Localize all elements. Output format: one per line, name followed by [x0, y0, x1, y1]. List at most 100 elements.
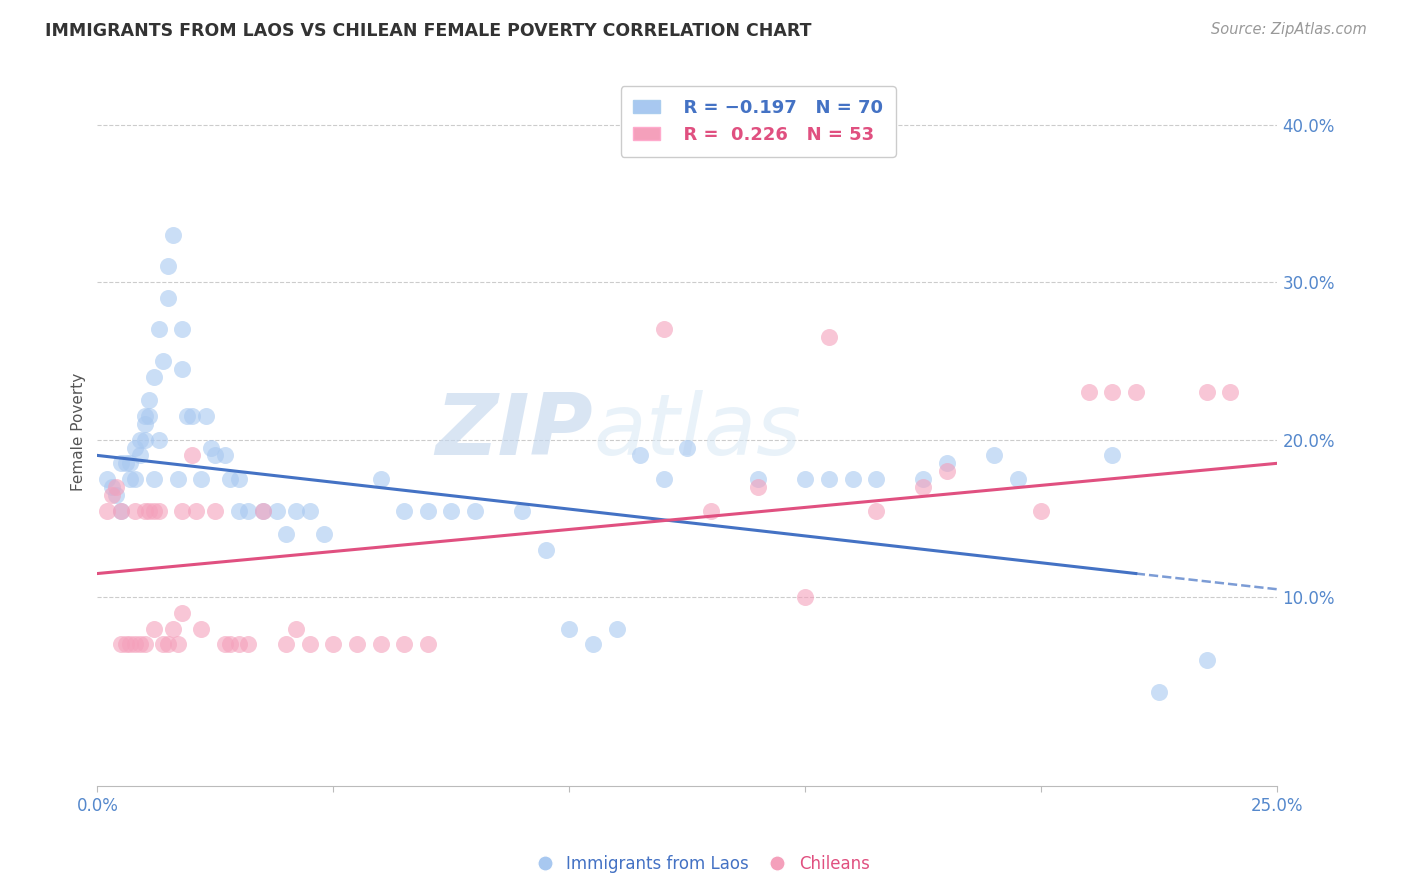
Point [534, 542, 557, 557]
Point [284, 622, 307, 636]
Point [114, 637, 136, 651]
Point [138, 393, 160, 408]
Point [440, 503, 463, 517]
Point [124, 472, 146, 486]
Point [152, 637, 174, 651]
Point [416, 637, 439, 651]
Point [238, 637, 260, 651]
Point [120, 637, 142, 651]
Point [558, 622, 581, 636]
Point [124, 637, 146, 651]
Point [180, 409, 202, 423]
Point [1149, 684, 1171, 698]
Point [200, 441, 222, 455]
Point [818, 472, 841, 486]
Point [96, 503, 118, 517]
Point [322, 637, 344, 651]
Point [162, 622, 184, 636]
Point [606, 622, 628, 636]
Point [652, 472, 675, 486]
Point [120, 472, 142, 486]
Point [1125, 385, 1147, 400]
Point [190, 472, 212, 486]
Point [120, 456, 142, 470]
Point [652, 322, 675, 336]
Point [105, 488, 128, 502]
Point [180, 449, 202, 463]
Point [110, 503, 132, 517]
Point [157, 291, 180, 305]
Point [298, 637, 321, 651]
Point [100, 480, 122, 494]
Point [676, 441, 699, 455]
Point [124, 503, 146, 517]
Point [228, 503, 250, 517]
Point [936, 456, 959, 470]
Point [276, 637, 298, 651]
Point [148, 322, 170, 336]
Point [841, 472, 863, 486]
Point [143, 622, 166, 636]
Point [582, 637, 605, 651]
Point [176, 409, 198, 423]
Point [1101, 449, 1123, 463]
Point [416, 503, 439, 517]
Point [1195, 385, 1218, 400]
Point [510, 503, 533, 517]
Point [128, 449, 150, 463]
Point [370, 637, 392, 651]
Point [266, 503, 288, 517]
Point [166, 637, 188, 651]
Point [252, 503, 274, 517]
Legend:   R = −0.197   N = 70,   R =  0.226   N = 53: R = −0.197 N = 70, R = 0.226 N = 53 [620, 87, 896, 157]
Point [214, 637, 236, 651]
Point [128, 433, 150, 447]
Point [152, 354, 174, 368]
Point [228, 637, 250, 651]
Text: atlas: atlas [593, 391, 801, 474]
Y-axis label: Female Poverty: Female Poverty [72, 373, 86, 491]
Point [172, 503, 194, 517]
Point [166, 472, 188, 486]
Point [865, 503, 887, 517]
Point [370, 472, 392, 486]
Point [110, 503, 132, 517]
Point [298, 503, 321, 517]
Point [157, 637, 180, 651]
Text: Source: ZipAtlas.com: Source: ZipAtlas.com [1211, 22, 1367, 37]
Point [194, 409, 217, 423]
Point [105, 480, 128, 494]
Point [284, 503, 307, 517]
Point [172, 606, 194, 620]
Point [143, 503, 166, 517]
Point [276, 527, 298, 541]
Point [143, 369, 166, 384]
Point [138, 409, 160, 423]
Point [628, 449, 651, 463]
Point [110, 456, 132, 470]
Point [186, 503, 208, 517]
Point [312, 527, 335, 541]
Point [218, 637, 240, 651]
Point [983, 449, 1005, 463]
Point [143, 472, 166, 486]
Point [172, 361, 194, 376]
Point [747, 480, 769, 494]
Point [794, 472, 817, 486]
Point [134, 409, 156, 423]
Point [124, 441, 146, 455]
Point [218, 472, 240, 486]
Point [190, 622, 212, 636]
Point [1077, 385, 1099, 400]
Text: ZIP: ZIP [436, 391, 593, 474]
Point [148, 433, 170, 447]
Point [1031, 503, 1053, 517]
Point [818, 330, 841, 344]
Point [392, 503, 415, 517]
Point [114, 456, 136, 470]
Point [134, 637, 156, 651]
Point [747, 472, 769, 486]
Point [794, 590, 817, 604]
Point [1101, 385, 1123, 400]
Point [1219, 385, 1241, 400]
